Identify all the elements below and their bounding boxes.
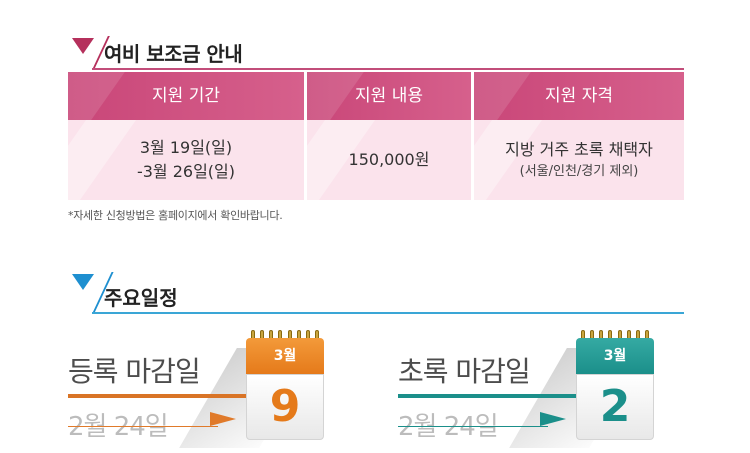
arrow-right-icon bbox=[210, 412, 236, 426]
calendar-icon: 3월 9 bbox=[246, 330, 324, 442]
content-cell: 150,000원 bbox=[307, 120, 471, 200]
period-cell: 3월 19일(일) -3월 26일(일) bbox=[68, 120, 304, 200]
period-header: 지원 기간 bbox=[68, 72, 304, 120]
content-column: 지원 내용 150,000원 bbox=[307, 72, 471, 200]
calendar-icon: 3월 2 bbox=[576, 330, 654, 442]
qualification-exclusion: (서울/인천/경기 제외) bbox=[519, 164, 639, 179]
heading-underline bbox=[92, 312, 684, 314]
calendar-month: 3월 bbox=[576, 338, 654, 374]
triangle-marker-icon bbox=[72, 274, 94, 290]
schedule-section-title: 주요일정 bbox=[104, 286, 178, 310]
arrow-line bbox=[68, 426, 218, 427]
deadline-label: 초록 마감일 bbox=[398, 355, 531, 388]
period-end: -3월 26일(일) bbox=[136, 162, 236, 181]
heading-underline bbox=[92, 68, 684, 70]
arrow-line bbox=[398, 426, 548, 427]
qualification-column: 지원 자격 지방 거주 초록 채택자 (서울/인천/경기 제외) bbox=[474, 72, 684, 200]
support-section-heading: 여비 보조금 안내 bbox=[68, 36, 684, 70]
registration-deadline: 등록 마감일 2월 24일 3월 9 bbox=[68, 330, 358, 450]
content-header: 지원 내용 bbox=[307, 72, 471, 120]
deadline-date: 2월 24일 bbox=[68, 412, 169, 442]
deadline-label: 등록 마감일 bbox=[68, 355, 201, 388]
calendar-day: 2 bbox=[576, 374, 654, 440]
period-column: 지원 기간 3월 19일(일) -3월 26일(일) bbox=[68, 72, 304, 200]
application-note: *자세한 신청방법은 홈페이지에서 확인바랍니다. bbox=[68, 209, 283, 222]
deadline-bar bbox=[68, 394, 250, 398]
support-amount: 150,000원 bbox=[348, 150, 430, 169]
support-table: 지원 기간 3월 19일(일) -3월 26일(일) 지원 내용 150,000… bbox=[68, 72, 684, 200]
support-section-title: 여비 보조금 안내 bbox=[104, 42, 243, 66]
schedule-section-heading: 주요일정 bbox=[68, 268, 684, 314]
qualification-main: 지방 거주 초록 채택자 bbox=[505, 140, 653, 159]
qualification-cell: 지방 거주 초록 채택자 (서울/인천/경기 제외) bbox=[474, 120, 684, 200]
deadline-date: 2월 24일 bbox=[398, 412, 499, 442]
arrow-right-icon bbox=[540, 412, 566, 426]
triangle-marker-icon bbox=[72, 38, 94, 54]
period-start: 3월 19일(일) bbox=[139, 138, 233, 157]
qualification-header: 지원 자격 bbox=[474, 72, 684, 120]
deadline-bar bbox=[398, 394, 580, 398]
calendar-day: 9 bbox=[246, 374, 324, 440]
calendar-month: 3월 bbox=[246, 338, 324, 374]
abstract-deadline: 초록 마감일 2월 24일 3월 2 bbox=[398, 330, 688, 450]
